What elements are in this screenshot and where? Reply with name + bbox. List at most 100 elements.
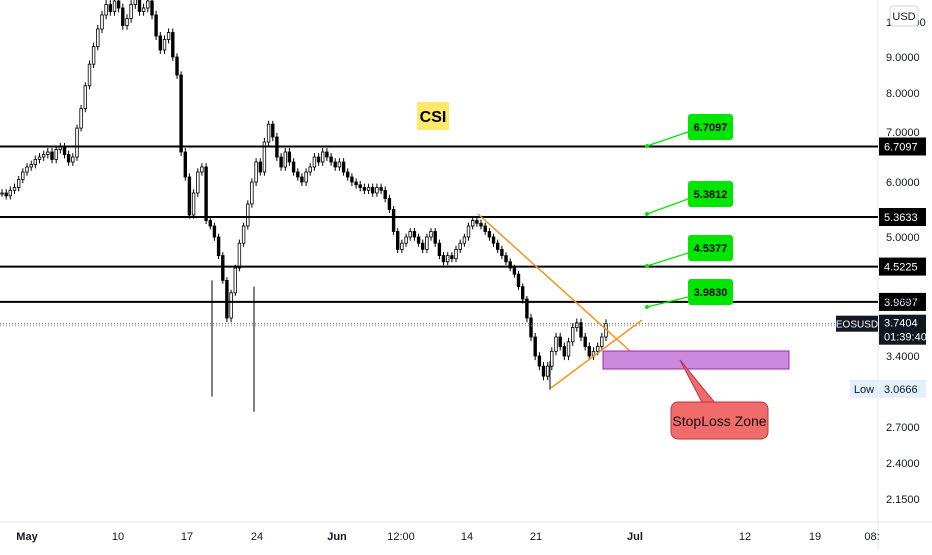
level-price-tag-bg <box>879 208 926 226</box>
candle-body <box>154 14 158 37</box>
candle-body <box>370 187 375 194</box>
candle-body <box>358 184 362 188</box>
currency-badge[interactable]: USD <box>889 5 919 27</box>
candle-body <box>571 327 575 343</box>
time-tick-label: 17 <box>181 531 193 543</box>
candle-body <box>558 336 562 347</box>
candle-body <box>175 56 179 76</box>
level-price-tag: 3.9697 <box>884 297 918 309</box>
triangle-lower-line[interactable] <box>550 319 643 389</box>
candle-body <box>296 171 300 178</box>
candle-body <box>8 189 12 197</box>
candle-body <box>12 187 17 191</box>
target-connector <box>646 296 689 308</box>
candle-body <box>600 336 604 347</box>
countdown-tag: 01:39:40 <box>884 332 927 344</box>
currency-label: USD <box>892 11 915 23</box>
price-tick-label: 9.0000 <box>886 52 920 64</box>
candle-body <box>521 286 525 300</box>
candle-body <box>229 292 233 319</box>
stoploss-zone-rect[interactable] <box>602 350 790 370</box>
target-label-box[interactable] <box>688 279 733 305</box>
candle-body <box>404 236 408 244</box>
target-connector <box>646 131 689 147</box>
time-tick-label: 21 <box>530 531 542 543</box>
candle-body <box>104 4 108 16</box>
candle-body <box>129 4 133 19</box>
candle-body <box>395 231 400 250</box>
target-label-2: 5.3812 <box>694 189 728 201</box>
candle-body <box>500 248 504 256</box>
target-label-box[interactable] <box>688 181 733 207</box>
time-tick-label: 12:00 <box>387 531 415 543</box>
candle-body <box>66 154 71 163</box>
triangle-upper-line[interactable] <box>477 213 641 361</box>
candle-body <box>437 242 442 256</box>
candle-body <box>483 225 487 232</box>
candle-body <box>146 0 150 9</box>
candle-body <box>233 267 237 294</box>
candle-body <box>546 365 550 377</box>
candle-body <box>333 161 337 168</box>
candle-body <box>512 267 517 275</box>
target-label-box[interactable] <box>688 235 733 261</box>
candle-body <box>475 220 479 224</box>
low-label-bg <box>850 379 878 398</box>
candle-body <box>141 7 146 12</box>
candle-body <box>29 164 33 168</box>
candles-layer <box>0 0 608 412</box>
candle-body <box>75 127 79 158</box>
candle-body <box>550 350 554 367</box>
time-tick-label: 08: <box>864 531 879 543</box>
candle-body <box>212 225 217 238</box>
stoploss-label: StopLoss Zone <box>672 413 766 429</box>
low-value: 3.0666 <box>884 384 918 396</box>
symbol-tag: EOSUSD <box>836 320 878 331</box>
candle-body <box>416 236 421 244</box>
price-tick-label: 5.0000 <box>886 232 920 244</box>
price-axis[interactable]: 10.00009.00008.00007.00006.00005.00004.0… <box>836 17 927 506</box>
stoploss-label-box[interactable] <box>670 401 769 440</box>
candle-body <box>179 74 183 153</box>
candle-body <box>304 171 308 183</box>
target-label-box[interactable] <box>688 114 733 140</box>
price-tick-label: 2.1500 <box>886 494 920 506</box>
candle-body <box>0 192 4 195</box>
candle-body <box>25 166 29 173</box>
candle-body <box>116 0 121 9</box>
level-price-tag-bg <box>879 292 926 311</box>
candle-body <box>187 176 192 216</box>
brand-badge-bg <box>417 102 449 130</box>
time-axis[interactable]: May 10 17 24 Jun 12:00 14 21 Jul 12 19 08: <box>16 531 879 543</box>
candle-body <box>575 322 579 328</box>
candle-body <box>462 236 467 244</box>
price-tick-label: 3.4000 <box>886 351 920 363</box>
candle-body <box>225 279 229 319</box>
candle-body <box>54 149 58 160</box>
candle-body <box>391 209 396 232</box>
target-label-1: 6.7097 <box>694 122 728 134</box>
candle-body <box>271 123 275 138</box>
candle-body <box>254 161 258 183</box>
candle-body <box>458 242 462 250</box>
candle-body <box>379 187 383 191</box>
candle-body <box>375 187 379 194</box>
candle-body <box>196 171 200 194</box>
candle-body <box>450 255 454 260</box>
target-anchor <box>645 212 649 216</box>
candle-body <box>479 222 483 227</box>
candle-body <box>266 123 271 143</box>
candle-body <box>62 146 67 155</box>
candle-body <box>341 161 346 173</box>
current-price-tag: 3.7404 <box>884 318 918 330</box>
candle-body <box>325 151 329 158</box>
candle-body <box>287 151 292 163</box>
target-anchor <box>645 144 649 148</box>
candle-body <box>291 161 296 173</box>
candle-body <box>137 0 142 12</box>
candle-body <box>454 248 458 260</box>
candle-body <box>237 242 242 269</box>
level-price-tag-bg <box>879 137 926 156</box>
